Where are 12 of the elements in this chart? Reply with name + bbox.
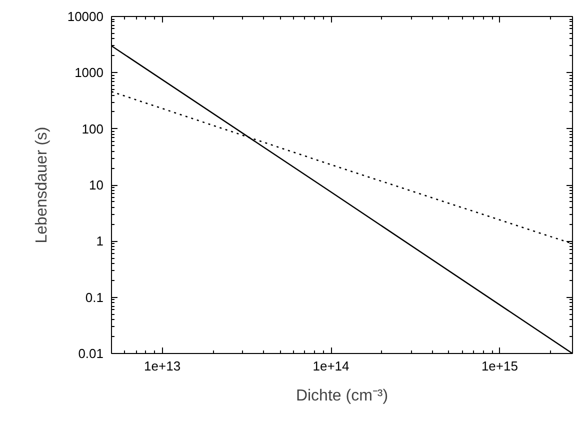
y-tick-label: 0.1 [85, 290, 104, 305]
y-tick-label: 1000 [74, 65, 104, 80]
x-tick-label: 1e+14 [312, 358, 350, 374]
y-axis-title: Lebensdauer (s) [33, 126, 50, 244]
y-tick-label: 1 [96, 234, 104, 249]
y-tick-label: 100 [82, 121, 104, 136]
y-tick-label: 10000 [67, 9, 104, 24]
x-axis-title: Dichte (cm⁻³) [296, 388, 388, 404]
y-tick-label: 0.01 [78, 346, 104, 361]
x-tick-label: 1e+15 [481, 358, 518, 374]
y-tick-label: 10 [89, 178, 104, 192]
x-tick-label: 1e+13 [144, 358, 181, 374]
